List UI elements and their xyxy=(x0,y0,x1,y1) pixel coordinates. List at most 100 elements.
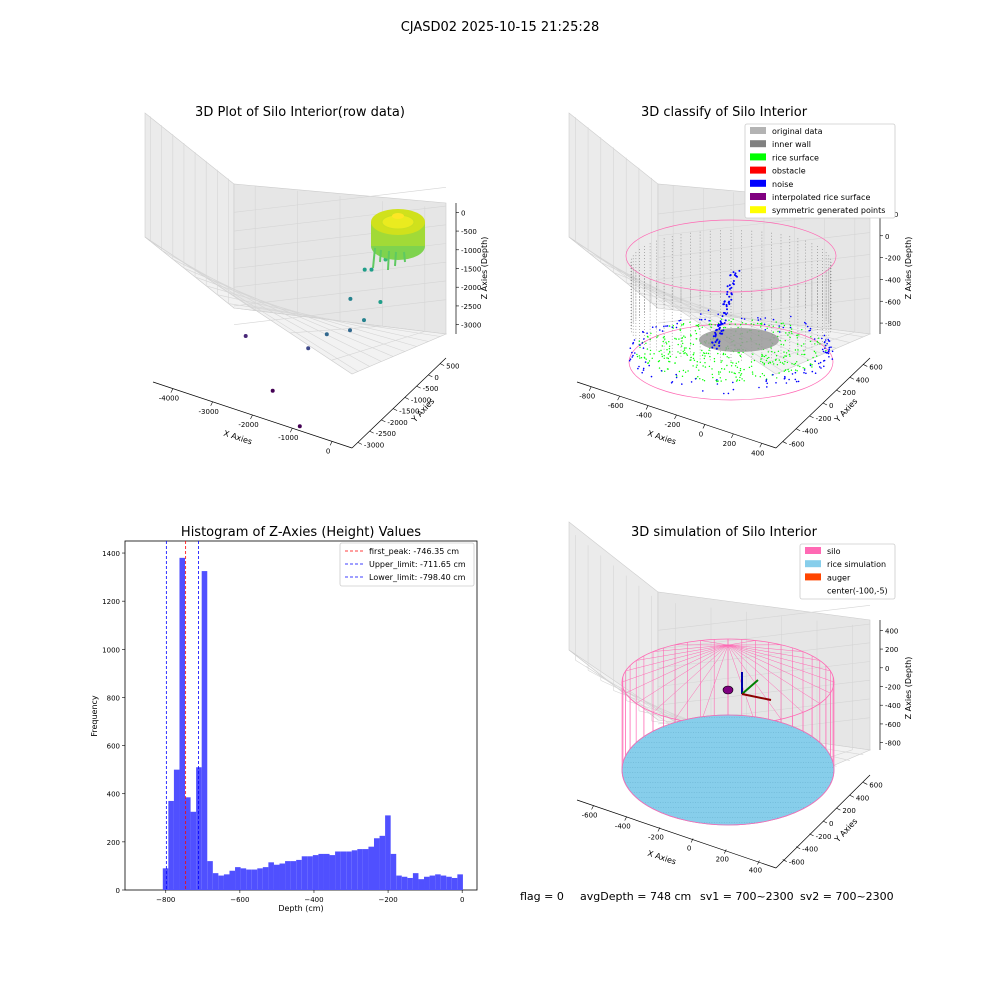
noise-point xyxy=(828,356,830,358)
rice-surface-point xyxy=(657,335,659,337)
x-tick-mark xyxy=(757,860,760,865)
hist-bar xyxy=(201,571,208,890)
noise-point xyxy=(681,383,683,385)
rice-surface-point xyxy=(646,335,649,338)
data-point xyxy=(348,328,352,333)
noise-point xyxy=(827,338,829,341)
rice-surface-point xyxy=(804,367,806,370)
panel3-vlines xyxy=(165,541,199,890)
noise-point xyxy=(670,382,673,384)
noise-point xyxy=(732,381,734,384)
noise-point xyxy=(790,315,792,318)
noise-point xyxy=(772,373,774,376)
noise-point xyxy=(758,386,760,389)
noise-point xyxy=(828,346,831,349)
x-tick-label: 400 xyxy=(749,867,762,875)
legend-swatch xyxy=(805,547,821,554)
noise-point xyxy=(823,359,826,362)
noise-point xyxy=(631,356,633,358)
hist-bar xyxy=(190,811,197,890)
noise-point xyxy=(797,380,800,383)
hist-bar xyxy=(346,851,352,890)
legend-label: interpolated rice surface xyxy=(772,193,870,202)
hist-bar xyxy=(296,859,302,890)
noise-point xyxy=(759,318,762,320)
rice-surface-point xyxy=(738,372,740,374)
y-tick-label: -600 xyxy=(789,441,805,449)
noise-point xyxy=(642,330,644,333)
rice-surface-point xyxy=(789,355,791,357)
noise-point xyxy=(648,364,650,367)
legend-label: inner wall xyxy=(772,140,811,149)
panel4-y-axis-line xyxy=(775,774,871,869)
grid-line xyxy=(206,285,417,347)
rice-surface-point xyxy=(722,353,724,356)
rice-surface-point xyxy=(754,375,757,377)
rice-surface-point xyxy=(646,348,649,350)
panel4-x-axis-line xyxy=(576,799,777,869)
noise-point xyxy=(720,332,723,335)
rice-surface-point xyxy=(773,363,775,365)
noise-point xyxy=(708,319,710,322)
hist-bar xyxy=(451,877,458,890)
rice-surface-point xyxy=(743,380,745,382)
rice-surface-point xyxy=(750,323,752,325)
noise-point xyxy=(729,274,732,277)
grid-line xyxy=(233,205,447,232)
panel2-xlabel: X Axies xyxy=(646,429,677,447)
hist-bar xyxy=(440,875,447,890)
noise-point xyxy=(740,317,743,320)
hist-bar xyxy=(457,874,463,890)
x-tick-mark xyxy=(723,849,727,854)
panel4-xlabel: X Axies xyxy=(646,849,677,867)
x-tick-mark xyxy=(329,441,333,446)
rice-surface-point xyxy=(681,375,684,377)
noise-point xyxy=(679,319,682,322)
silo-wire xyxy=(652,644,729,713)
z-tick-label: 400 xyxy=(885,627,898,635)
noise-point xyxy=(814,360,816,363)
rice-surface-point xyxy=(802,367,804,369)
y-tick-label: 0 xyxy=(829,402,833,410)
noise-point xyxy=(813,338,816,340)
rice-surface-point xyxy=(752,373,754,375)
z-tick-label: -3000 xyxy=(461,322,481,330)
rice-surface-point xyxy=(660,349,662,352)
noise-point xyxy=(824,351,827,354)
z-tick-label: -2500 xyxy=(461,303,481,311)
noise-point xyxy=(629,358,632,361)
noise-point xyxy=(716,379,718,381)
noise-point xyxy=(778,331,781,333)
noise-point xyxy=(707,309,710,312)
rice-surface-point xyxy=(681,324,683,326)
rice-surface-point xyxy=(813,350,816,353)
rice-surface-point xyxy=(757,322,759,325)
rice-surface-point xyxy=(750,365,753,367)
rice-surface-point xyxy=(787,368,789,371)
rice-surface-point xyxy=(674,337,676,340)
x-tick-label: -3000 xyxy=(199,408,219,416)
hist-bar xyxy=(318,853,324,890)
panel2-title: 3D classify of Silo Interior xyxy=(641,105,808,120)
rice-surface-point xyxy=(677,351,679,353)
rice-surface-point xyxy=(794,369,797,371)
footer-avg-depth: avgDepth = 748 cm xyxy=(580,890,691,903)
noise-point xyxy=(718,342,720,344)
legend-swatch xyxy=(750,193,766,200)
rice-surface-point xyxy=(809,340,812,343)
noise-point xyxy=(818,366,821,368)
hist-bar xyxy=(212,873,219,890)
rice-surface-point xyxy=(702,352,705,354)
x-tick-mark xyxy=(645,405,649,410)
rice-surface-point xyxy=(682,324,684,326)
y-tick-label: 0 xyxy=(116,887,120,895)
rice-surface-point xyxy=(702,379,704,381)
rice-surface-point xyxy=(735,380,738,382)
rice-surface-point xyxy=(704,352,706,355)
rice-surface-point xyxy=(731,371,733,373)
z-tick-label: -600 xyxy=(885,721,901,729)
noise-point xyxy=(655,326,657,328)
rice-surface-point xyxy=(734,372,736,375)
